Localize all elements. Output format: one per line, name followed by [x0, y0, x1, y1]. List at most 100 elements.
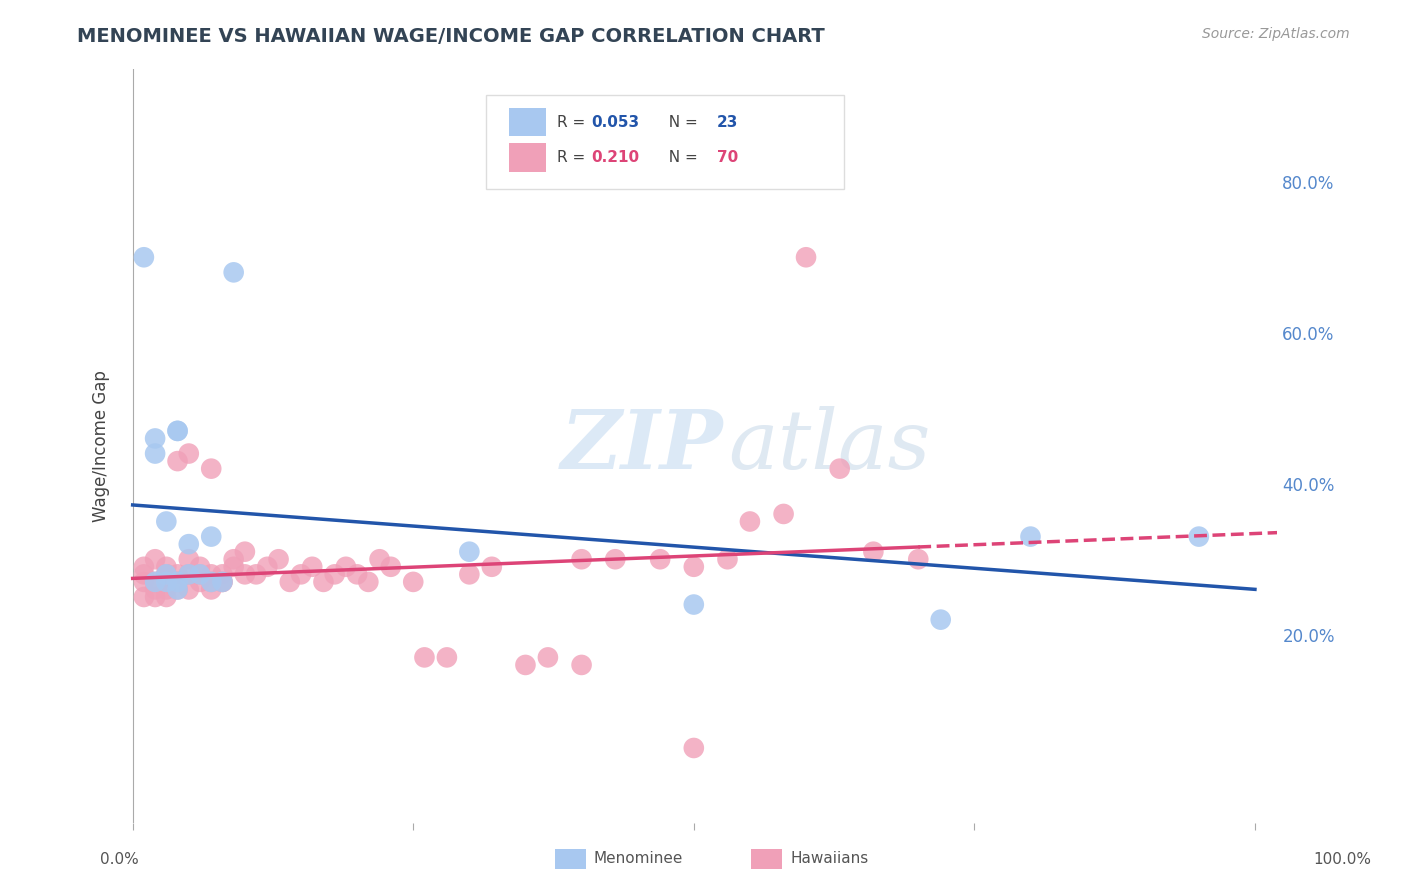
Point: [256, 559, 278, 574]
Point: [323, 567, 346, 582]
Point: [166, 582, 188, 597]
Point: [278, 574, 301, 589]
Point: [301, 559, 323, 574]
Point: [682, 559, 704, 574]
FancyBboxPatch shape: [485, 95, 844, 189]
Point: [222, 265, 245, 279]
Point: [413, 650, 436, 665]
Point: [862, 544, 884, 558]
Point: [481, 559, 503, 574]
Point: [132, 567, 155, 582]
Point: [571, 552, 593, 566]
Point: [245, 567, 267, 582]
Point: [143, 590, 166, 604]
Point: [200, 461, 222, 475]
Point: [200, 574, 222, 589]
Point: [177, 537, 200, 551]
Point: [155, 574, 177, 589]
Text: MENOMINEE VS HAWAIIAN WAGE/INCOME GAP CORRELATION CHART: MENOMINEE VS HAWAIIAN WAGE/INCOME GAP CO…: [77, 27, 825, 45]
Point: [143, 446, 166, 460]
Point: [1188, 530, 1211, 544]
Text: 0.0%: 0.0%: [100, 852, 139, 867]
Point: [143, 574, 166, 589]
Point: [132, 574, 155, 589]
Point: [132, 590, 155, 604]
Point: [650, 552, 672, 566]
Point: [188, 574, 211, 589]
Point: [335, 559, 357, 574]
Point: [222, 559, 245, 574]
Point: [368, 552, 391, 566]
Point: [155, 590, 177, 604]
Point: [436, 650, 458, 665]
Point: [907, 552, 929, 566]
Point: [132, 250, 155, 264]
Point: [200, 574, 222, 589]
Point: [929, 613, 952, 627]
Point: [143, 582, 166, 597]
Text: R =: R =: [557, 150, 591, 165]
Text: N =: N =: [659, 150, 703, 165]
Point: [458, 544, 481, 558]
Point: [166, 574, 188, 589]
Point: [682, 741, 704, 756]
Point: [143, 574, 166, 589]
Point: [537, 650, 560, 665]
Text: N =: N =: [659, 115, 703, 129]
Point: [290, 567, 312, 582]
Point: [682, 598, 704, 612]
Point: [211, 574, 233, 589]
Point: [571, 657, 593, 672]
Point: [177, 552, 200, 566]
Point: [155, 559, 177, 574]
Point: [143, 552, 166, 566]
Point: [200, 582, 222, 597]
Point: [200, 567, 222, 582]
Point: [267, 552, 290, 566]
Point: [1019, 530, 1042, 544]
Point: [155, 567, 177, 582]
Point: [143, 432, 166, 446]
Point: [177, 567, 200, 582]
Text: 0.053: 0.053: [591, 115, 638, 129]
Text: Hawaiians: Hawaiians: [790, 852, 869, 866]
Point: [155, 515, 177, 529]
Point: [132, 559, 155, 574]
Text: 100.0%: 100.0%: [1313, 852, 1372, 867]
Point: [312, 574, 335, 589]
Point: [458, 567, 481, 582]
FancyBboxPatch shape: [509, 108, 546, 136]
Point: [166, 582, 188, 597]
Point: [166, 424, 188, 438]
Point: [515, 657, 537, 672]
Point: [155, 574, 177, 589]
Point: [211, 574, 233, 589]
Point: [828, 461, 851, 475]
Text: 0.210: 0.210: [591, 150, 638, 165]
Point: [402, 574, 425, 589]
Point: [166, 574, 188, 589]
Point: [211, 574, 233, 589]
Point: [166, 454, 188, 468]
Text: Source: ZipAtlas.com: Source: ZipAtlas.com: [1202, 27, 1350, 41]
Text: R =: R =: [557, 115, 591, 129]
Point: [794, 250, 817, 264]
Point: [155, 567, 177, 582]
Point: [177, 446, 200, 460]
Point: [716, 552, 738, 566]
Point: [357, 574, 380, 589]
Point: [166, 424, 188, 438]
Point: [177, 582, 200, 597]
Point: [380, 559, 402, 574]
Text: 23: 23: [717, 115, 738, 129]
Point: [188, 567, 211, 582]
Text: ZIP: ZIP: [561, 406, 723, 486]
Point: [177, 567, 200, 582]
Point: [188, 567, 211, 582]
Point: [233, 567, 256, 582]
Point: [233, 544, 256, 558]
Point: [166, 567, 188, 582]
Text: 70: 70: [717, 150, 738, 165]
Point: [605, 552, 627, 566]
Point: [155, 582, 177, 597]
